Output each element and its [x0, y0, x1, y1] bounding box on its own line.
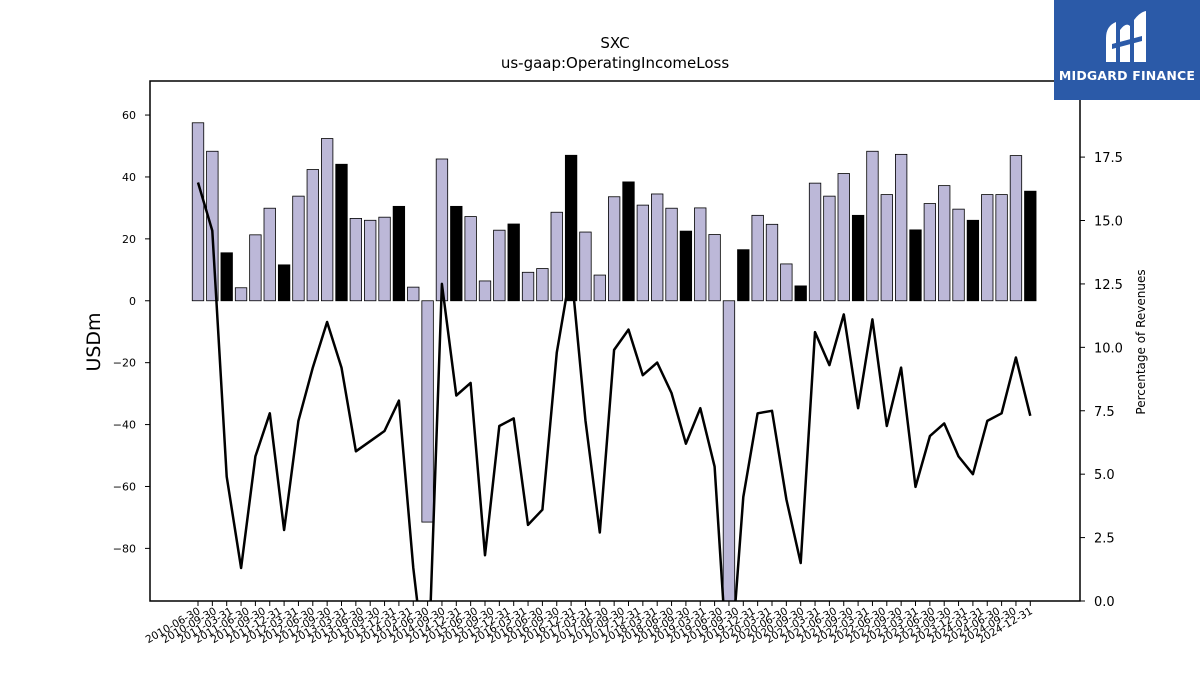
bar — [364, 219, 377, 302]
bar — [220, 252, 233, 302]
bar — [421, 300, 434, 523]
midgard-logo-icon — [1106, 11, 1146, 63]
bar — [464, 216, 477, 302]
bar — [507, 223, 520, 302]
y-tick-label: −20 — [113, 357, 136, 370]
y-tick-label: −40 — [113, 419, 136, 432]
y-tick-label: 60 — [122, 109, 136, 122]
bar — [808, 182, 822, 302]
y-tick-label: 40 — [122, 171, 136, 184]
bar — [608, 196, 621, 302]
bar — [679, 230, 693, 302]
bar — [1024, 190, 1037, 302]
bar — [564, 154, 578, 302]
bar — [263, 207, 276, 302]
y-tick-label: −60 — [113, 480, 136, 493]
bar — [579, 231, 592, 302]
bar — [478, 280, 492, 302]
chart-title: SXC — [600, 34, 629, 52]
bar — [306, 169, 319, 302]
line-series — [196, 182, 1032, 601]
chart-subtitle: us-gaap:OperatingIncomeLoss — [501, 54, 729, 72]
bar — [550, 211, 563, 302]
bar — [636, 204, 649, 302]
logo-text: MIDGARD FINANCE — [1058, 68, 1196, 83]
y-tick-label: 0 — [129, 295, 136, 308]
bar — [593, 274, 606, 302]
bar — [880, 194, 893, 302]
bar — [335, 163, 348, 302]
bar — [851, 214, 865, 302]
bar — [536, 268, 549, 302]
bar — [206, 150, 219, 302]
bar — [665, 207, 678, 302]
bar — [794, 285, 807, 302]
bar — [521, 271, 535, 302]
y-tick-label: −80 — [113, 542, 136, 555]
bar — [1009, 155, 1023, 302]
y2-axis-label: Percentage of Revenues — [1134, 269, 1148, 414]
y2-tick-label: 2.5 — [1094, 532, 1115, 547]
bar — [292, 195, 305, 302]
bar — [823, 195, 836, 302]
x-axis: 2010-06-302010-09-302011-03-312011-06-30… — [144, 601, 1035, 646]
y2-tick-label: 5.0 — [1094, 468, 1115, 483]
bar — [737, 249, 750, 302]
y2-tick-label: 10.0 — [1094, 341, 1123, 356]
bar — [378, 216, 391, 302]
bar — [320, 138, 334, 302]
bar — [622, 181, 635, 302]
bar — [895, 153, 908, 302]
bar — [708, 234, 721, 302]
bar — [923, 203, 936, 302]
y2-tick-label: 17.5 — [1094, 151, 1123, 166]
y2-tick-label: 15.0 — [1094, 215, 1123, 230]
bar — [780, 263, 793, 302]
bar — [751, 214, 764, 302]
bar — [277, 264, 291, 302]
bar — [407, 286, 420, 302]
y2-tick-label: 0.0 — [1094, 595, 1115, 610]
bar — [765, 223, 779, 302]
y-tick-label: 20 — [122, 233, 136, 246]
bar — [966, 219, 980, 302]
bar — [952, 208, 965, 302]
y2-tick-label: 12.5 — [1094, 278, 1123, 293]
line-path — [196, 182, 1032, 601]
bar — [837, 173, 850, 302]
bar — [722, 300, 736, 601]
bar — [981, 194, 994, 302]
bar — [435, 158, 449, 302]
bar — [995, 194, 1008, 302]
y-axis: 60 40 20 0 −20 −40 −60 −80 — [113, 109, 150, 555]
bar — [938, 185, 951, 302]
y2-axis: 17.5 15.0 12.5 10.0 7.5 5.0 2.5 0.0 — [1080, 151, 1123, 610]
y-axis-label: USDm — [83, 312, 105, 371]
bar — [249, 234, 262, 302]
bar — [651, 193, 664, 302]
bar — [450, 205, 463, 302]
bar — [191, 122, 205, 302]
plot-frame — [149, 80, 1081, 602]
bar-series — [191, 122, 1037, 601]
bar — [866, 150, 879, 302]
bar — [349, 218, 363, 302]
midgard-finance-logo: MIDGARD FINANCE — [1054, 0, 1200, 100]
bar — [909, 229, 922, 302]
bar — [493, 229, 506, 302]
bar — [694, 207, 707, 302]
y2-tick-label: 7.5 — [1094, 405, 1115, 420]
bar — [234, 287, 248, 302]
bar — [392, 205, 406, 302]
